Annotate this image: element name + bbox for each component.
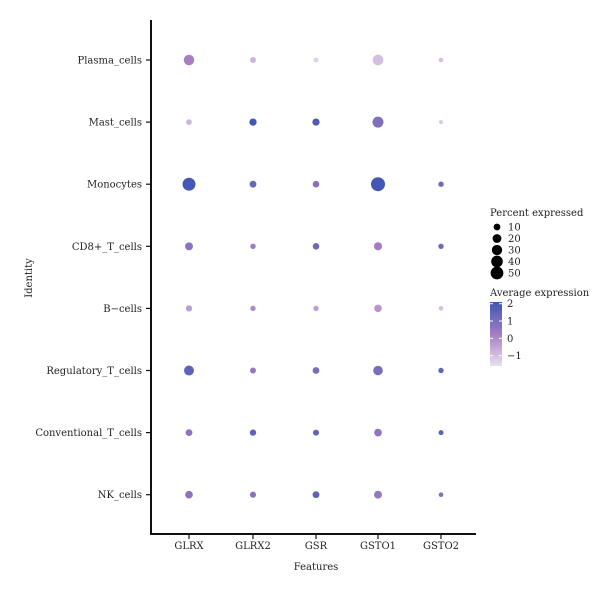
size-legend-label: 30 xyxy=(508,246,521,257)
dot xyxy=(374,490,382,499)
dot xyxy=(438,367,444,374)
x-tick-label: GSR xyxy=(305,541,328,552)
y-tick-label: Conventional_T_cells xyxy=(35,428,142,439)
dot xyxy=(312,491,320,499)
color-legend-label: −1 xyxy=(507,351,522,362)
size-legend-label: 10 xyxy=(508,223,521,234)
color-legend-bar xyxy=(490,302,502,366)
dot xyxy=(438,181,444,187)
dot xyxy=(313,305,319,312)
dot xyxy=(438,492,444,498)
dot xyxy=(312,118,320,126)
dot xyxy=(313,57,319,63)
x-axis-title: Features xyxy=(294,562,339,573)
dot xyxy=(438,306,444,311)
dot xyxy=(372,116,384,128)
color-legend-title: Average expression xyxy=(489,288,590,299)
dot xyxy=(249,180,257,188)
dot xyxy=(185,242,193,251)
dot xyxy=(183,54,195,66)
y-tick-label: Regulatory_T_cells xyxy=(46,366,142,377)
dot xyxy=(186,119,192,125)
dot xyxy=(312,367,320,374)
dot xyxy=(371,177,385,192)
size-legend-title: Percent expressed xyxy=(490,208,584,219)
size-legend-dot xyxy=(490,266,504,280)
size-legend-label: 50 xyxy=(508,269,521,280)
y-tick-label: Monocytes xyxy=(87,180,142,191)
dot xyxy=(249,429,257,436)
dot xyxy=(438,57,444,63)
dot xyxy=(438,430,444,436)
dot xyxy=(438,120,444,125)
size-legend-dot xyxy=(491,244,503,256)
dot xyxy=(249,491,257,498)
dot xyxy=(312,429,320,436)
size-legend-dot xyxy=(493,223,501,231)
size-legend-dot xyxy=(491,255,503,268)
dot xyxy=(312,180,320,188)
dot xyxy=(312,243,320,250)
dot xyxy=(372,54,384,66)
dot xyxy=(250,305,256,312)
dot xyxy=(184,365,194,376)
dot xyxy=(374,428,382,437)
dot xyxy=(374,304,382,313)
dot xyxy=(182,177,196,191)
y-axis-title: Identity xyxy=(24,258,35,298)
dot xyxy=(373,242,383,251)
size-legend-label: 40 xyxy=(508,257,521,268)
dot xyxy=(249,118,257,126)
dot xyxy=(249,367,257,374)
y-tick-label: Mast_cells xyxy=(89,118,142,129)
x-tick-label: GLRX2 xyxy=(235,541,271,552)
dot xyxy=(249,56,257,64)
dot xyxy=(185,305,193,312)
x-tick-label: GSTO2 xyxy=(423,541,459,552)
dot xyxy=(185,490,193,499)
color-legend-label: 2 xyxy=(507,299,513,310)
x-tick-label: GSTO1 xyxy=(360,541,396,552)
dot xyxy=(185,429,193,437)
dot xyxy=(373,365,383,376)
dot xyxy=(438,243,444,249)
y-tick-label: CD8+_T_cells xyxy=(72,242,142,253)
color-legend-label: 0 xyxy=(507,334,513,345)
dot xyxy=(250,243,256,249)
size-legend-dot xyxy=(492,234,502,243)
x-tick-label: GLRX xyxy=(174,541,204,552)
y-tick-label: B−cells xyxy=(103,304,142,315)
size-legend-label: 20 xyxy=(508,234,521,245)
y-tick-label: NK_cells xyxy=(98,490,142,501)
y-tick-label: Plasma_cells xyxy=(77,56,142,67)
color-legend-label: 1 xyxy=(507,317,513,328)
